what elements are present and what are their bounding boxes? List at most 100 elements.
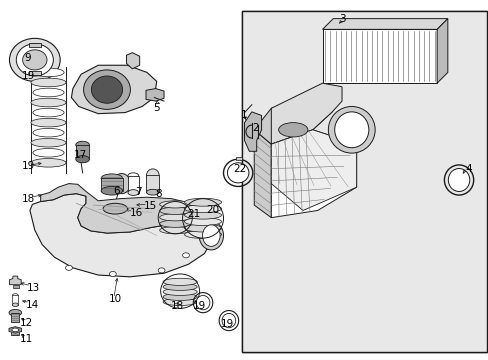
Text: 6: 6 (113, 186, 120, 196)
Bar (13, 285, 19, 288)
Polygon shape (322, 19, 447, 30)
Bar (242, 12, 487, 352)
Ellipse shape (103, 203, 127, 214)
Text: 3: 3 (338, 14, 345, 24)
Ellipse shape (163, 278, 197, 285)
Ellipse shape (33, 129, 64, 137)
Ellipse shape (184, 211, 221, 219)
Ellipse shape (12, 294, 18, 297)
Ellipse shape (163, 293, 197, 301)
Ellipse shape (447, 168, 469, 192)
Text: 18: 18 (171, 301, 184, 311)
Ellipse shape (83, 70, 130, 109)
Text: 19: 19 (193, 301, 206, 311)
Ellipse shape (184, 198, 221, 206)
Ellipse shape (184, 218, 221, 226)
Ellipse shape (128, 190, 139, 195)
Ellipse shape (159, 207, 190, 215)
Text: 12: 12 (20, 318, 33, 328)
Text: 16: 16 (129, 208, 142, 218)
Ellipse shape (9, 39, 60, 81)
Ellipse shape (65, 265, 72, 270)
Bar (76, 145, 89, 159)
Ellipse shape (163, 288, 197, 296)
Ellipse shape (76, 141, 89, 148)
Ellipse shape (101, 174, 122, 183)
Polygon shape (71, 65, 157, 114)
Ellipse shape (113, 174, 130, 194)
Polygon shape (254, 130, 271, 218)
Text: 20: 20 (206, 206, 219, 216)
Polygon shape (30, 194, 211, 277)
Text: 1: 1 (240, 111, 247, 121)
Polygon shape (271, 130, 356, 218)
Ellipse shape (163, 298, 197, 306)
Ellipse shape (159, 214, 190, 221)
Ellipse shape (91, 76, 122, 103)
Bar (12, 296, 18, 305)
Text: 18: 18 (22, 194, 35, 204)
Bar (146, 175, 159, 192)
Ellipse shape (199, 221, 223, 250)
Ellipse shape (9, 310, 21, 316)
Text: 11: 11 (20, 333, 33, 343)
Ellipse shape (109, 271, 116, 276)
Text: 15: 15 (144, 201, 157, 211)
Text: 4: 4 (465, 164, 471, 174)
Polygon shape (126, 53, 140, 69)
Ellipse shape (184, 230, 221, 238)
Text: 13: 13 (27, 283, 41, 293)
Bar (322, 30, 436, 83)
Ellipse shape (182, 253, 189, 258)
Polygon shape (436, 19, 447, 83)
Bar (11, 329, 19, 335)
Ellipse shape (128, 173, 139, 179)
Ellipse shape (278, 123, 307, 137)
Text: 2: 2 (251, 123, 258, 133)
Text: 5: 5 (153, 103, 160, 113)
Text: 22: 22 (232, 164, 246, 174)
Bar (29, 43, 41, 47)
Ellipse shape (33, 108, 64, 117)
Bar (101, 178, 122, 191)
Polygon shape (41, 184, 211, 233)
Ellipse shape (22, 50, 47, 70)
Text: 19: 19 (221, 319, 234, 329)
Text: 7: 7 (135, 187, 142, 197)
Text: 19: 19 (22, 161, 35, 171)
Ellipse shape (328, 107, 374, 153)
Ellipse shape (31, 98, 66, 107)
Ellipse shape (159, 226, 190, 234)
Text: 9: 9 (24, 53, 31, 63)
Text: 17: 17 (73, 150, 87, 160)
Ellipse shape (146, 189, 159, 195)
Polygon shape (244, 112, 261, 151)
Polygon shape (146, 89, 163, 101)
Ellipse shape (12, 328, 19, 332)
Ellipse shape (33, 148, 64, 157)
Ellipse shape (222, 314, 235, 328)
Polygon shape (271, 130, 356, 211)
Ellipse shape (158, 268, 164, 273)
Bar (11, 313, 19, 321)
Ellipse shape (227, 163, 248, 183)
Ellipse shape (159, 220, 190, 227)
Bar (29, 71, 41, 75)
Ellipse shape (33, 88, 64, 97)
Ellipse shape (196, 296, 209, 310)
Ellipse shape (146, 169, 159, 182)
Ellipse shape (31, 78, 66, 87)
Ellipse shape (16, 44, 53, 76)
Text: 8: 8 (155, 189, 161, 199)
Ellipse shape (101, 186, 122, 195)
Ellipse shape (31, 138, 66, 147)
Ellipse shape (33, 68, 64, 77)
Bar (242, 12, 487, 352)
Ellipse shape (159, 201, 190, 208)
Text: 10: 10 (108, 294, 122, 304)
Polygon shape (271, 83, 341, 144)
Text: 21: 21 (187, 209, 201, 219)
Polygon shape (9, 327, 21, 333)
Ellipse shape (202, 225, 220, 246)
Ellipse shape (184, 205, 221, 213)
